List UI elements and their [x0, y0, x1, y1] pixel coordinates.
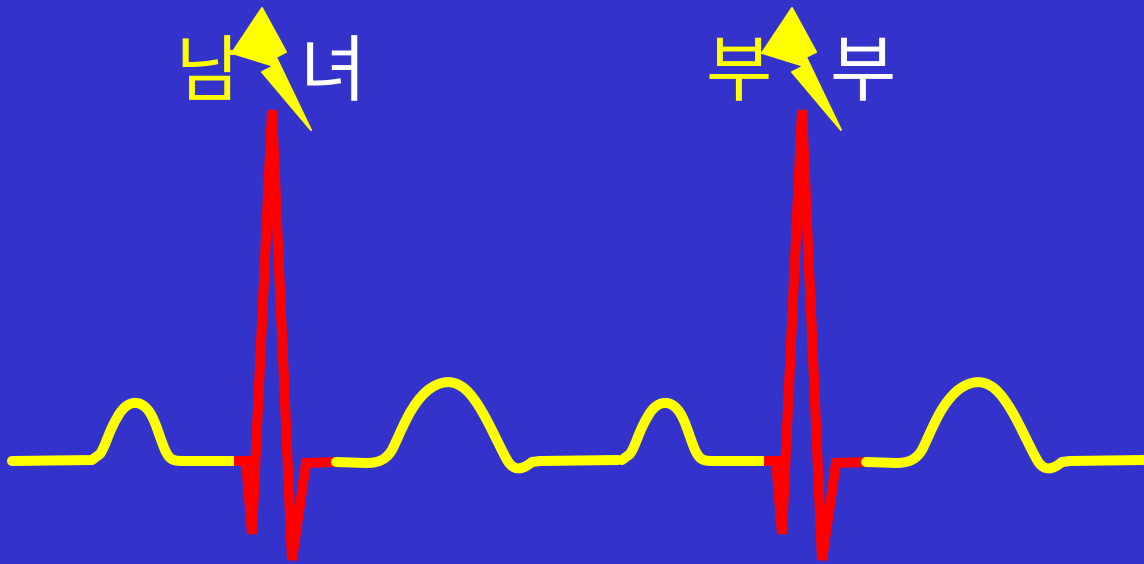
baseline-segment	[7, 397, 239, 466]
qrs-spike	[234, 109, 337, 561]
baseline-segment	[617, 397, 769, 466]
t-wave	[331, 377, 623, 474]
lightning-bolt-icon	[761, 7, 842, 131]
right-word-1: 녀	[300, 28, 367, 112]
heartbeat-2	[617, 7, 1144, 561]
qrs-spike	[764, 109, 867, 561]
right-word-2: 부	[830, 28, 897, 112]
lightning-bolt-icon	[231, 7, 312, 131]
left-word-1: 남	[176, 28, 243, 112]
heartbeat-1	[7, 7, 623, 561]
t-wave	[861, 377, 1144, 474]
left-word-2: 부	[706, 28, 773, 112]
